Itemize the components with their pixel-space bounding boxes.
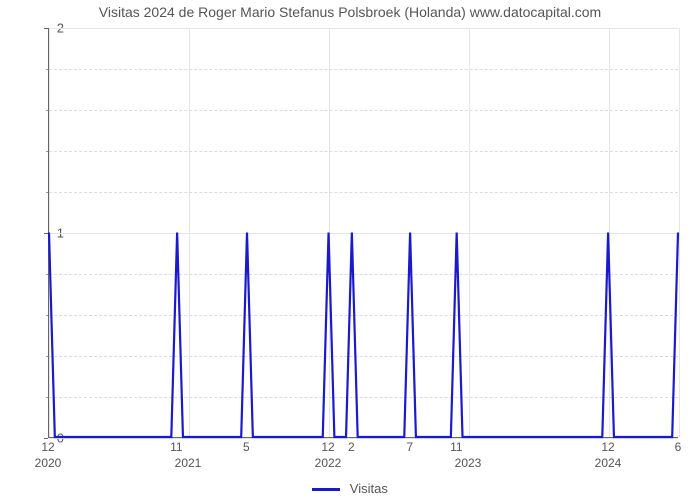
line-series <box>49 28 678 437</box>
x-month-label: 11 <box>170 440 182 454</box>
x-month-label: 12 <box>321 440 334 454</box>
x-month-label: 5 <box>243 440 250 454</box>
plot-area <box>48 28 678 438</box>
x-year-label: 2023 <box>455 456 482 470</box>
chart-title: Visitas 2024 de Roger Mario Stefanus Pol… <box>0 4 700 20</box>
legend-swatch <box>312 488 340 491</box>
x-year-label: 2020 <box>35 456 62 470</box>
x-month-label: 7 <box>406 440 413 454</box>
x-month-label: 6 <box>675 440 682 454</box>
legend: Visitas <box>0 481 700 496</box>
x-month-label: 12 <box>601 440 614 454</box>
x-year-label: 2021 <box>175 456 202 470</box>
x-year-label: 2024 <box>595 456 622 470</box>
x-month-label: 2 <box>348 440 355 454</box>
x-year-label: 2022 <box>315 456 342 470</box>
chart-container: Visitas 2024 de Roger Mario Stefanus Pol… <box>0 0 700 500</box>
legend-label: Visitas <box>350 481 388 496</box>
x-month-label: 11 <box>450 440 462 454</box>
x-month-label: 12 <box>41 440 54 454</box>
